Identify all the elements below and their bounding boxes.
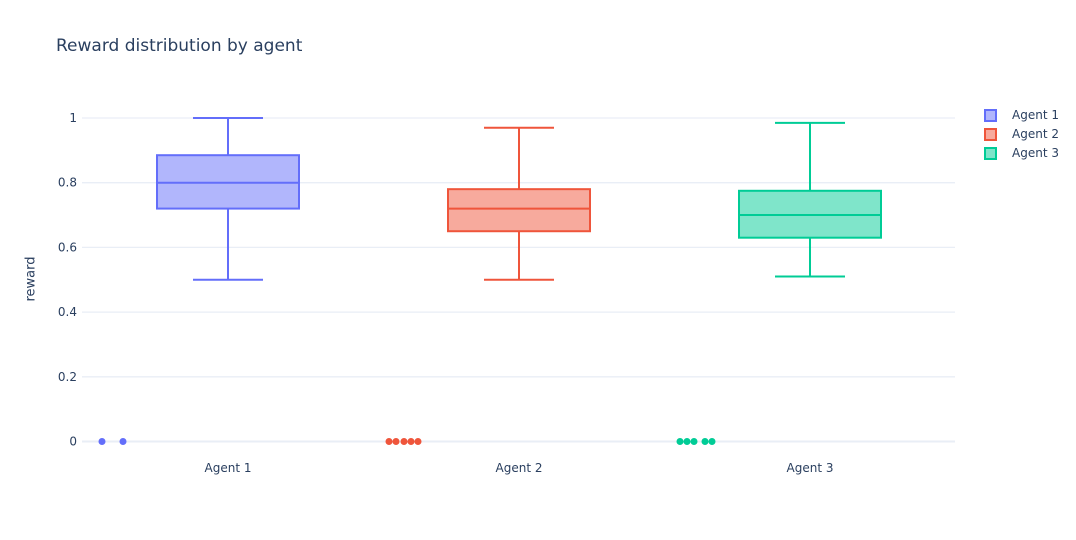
outlier-point[interactable]: [683, 438, 691, 445]
chart-title: Reward distribution by agent: [56, 36, 303, 56]
outlier-point[interactable]: [119, 438, 127, 445]
box-body[interactable]: [447, 188, 591, 233]
outlier-point[interactable]: [701, 438, 709, 445]
legend-item-agent-1[interactable]: Agent 1: [984, 108, 1059, 122]
legend-swatch-agent-2: [984, 127, 997, 141]
x-category-label: Agent 1: [205, 461, 252, 475]
y-tick-label: 0: [69, 435, 77, 449]
y-tick-label: 0.8: [58, 176, 77, 190]
outlier-point[interactable]: [708, 438, 716, 445]
box-trace-agent-1[interactable]: [98, 117, 300, 445]
outlier-point[interactable]: [392, 438, 400, 445]
x-category-label: Agent 2: [496, 461, 543, 475]
outlier-point[interactable]: [676, 438, 684, 445]
x-category-label: Agent 3: [787, 461, 834, 475]
y-tick-label: 0.4: [58, 305, 77, 319]
outlier-point[interactable]: [690, 438, 698, 445]
y-tick-label: 0.6: [58, 240, 77, 254]
outlier-point[interactable]: [98, 438, 106, 445]
legend-label: Agent 2: [1012, 127, 1059, 141]
legend: Agent 1 Agent 2 Agent 3: [984, 108, 1059, 165]
legend-label: Agent 3: [1012, 146, 1059, 160]
box-trace-agent-2[interactable]: [385, 126, 591, 445]
legend-swatch-agent-3: [984, 146, 997, 160]
legend-item-agent-2[interactable]: Agent 2: [984, 127, 1059, 141]
outlier-point[interactable]: [407, 438, 415, 445]
y-tick-label: 1: [69, 111, 77, 125]
legend-item-agent-3[interactable]: Agent 3: [984, 146, 1059, 160]
outlier-point[interactable]: [400, 438, 408, 445]
legend-swatch-agent-1: [984, 108, 997, 122]
outlier-point[interactable]: [385, 438, 393, 445]
y-tick-label: 0.2: [58, 370, 77, 384]
legend-label: Agent 1: [1012, 108, 1059, 122]
outlier-point[interactable]: [414, 438, 422, 445]
box-trace-agent-3[interactable]: [676, 121, 882, 445]
